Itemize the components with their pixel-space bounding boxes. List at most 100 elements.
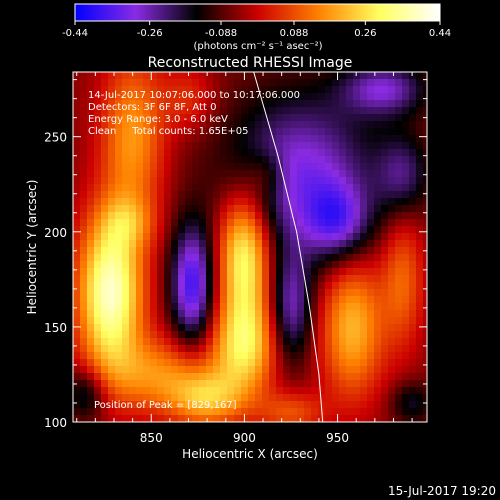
heatmap-cell bbox=[276, 107, 284, 115]
heatmap-cell bbox=[388, 86, 396, 94]
heatmap-cell bbox=[388, 100, 396, 108]
heatmap-cell bbox=[283, 163, 291, 171]
heatmap-cell bbox=[255, 408, 263, 416]
heatmap-cell bbox=[409, 338, 417, 346]
heatmap-cell bbox=[262, 240, 270, 248]
heatmap-cell bbox=[416, 338, 424, 346]
heatmap-cell bbox=[304, 345, 312, 353]
heatmap-cell bbox=[311, 415, 319, 422]
heatmap-cell bbox=[395, 135, 403, 143]
heatmap-cell bbox=[339, 359, 347, 367]
heatmap-cell bbox=[108, 345, 116, 353]
heatmap-cell bbox=[94, 198, 102, 206]
heatmap-cell bbox=[185, 135, 193, 143]
heatmap-cell bbox=[395, 408, 403, 416]
heatmap-cell bbox=[115, 254, 123, 262]
heatmap-cell bbox=[178, 212, 186, 220]
heatmap-cell bbox=[213, 205, 221, 213]
heatmap-cell bbox=[395, 114, 403, 122]
heatmap-cell bbox=[395, 128, 403, 136]
heatmap-cell bbox=[87, 324, 95, 332]
heatmap bbox=[73, 72, 427, 422]
heatmap-cell bbox=[213, 317, 221, 325]
heatmap-cell bbox=[108, 338, 116, 346]
heatmap-cell bbox=[80, 79, 88, 87]
heatmap-cell bbox=[213, 240, 221, 248]
heatmap-cell bbox=[178, 359, 186, 367]
heatmap-cell bbox=[241, 247, 249, 255]
heatmap-cell bbox=[94, 191, 102, 199]
heatmap-cell bbox=[220, 254, 228, 262]
heatmap-cell bbox=[423, 156, 427, 164]
heatmap-cell bbox=[185, 338, 193, 346]
heatmap-cell bbox=[297, 303, 305, 311]
heatmap-cell bbox=[185, 352, 193, 360]
heatmap-cell bbox=[325, 233, 333, 241]
heatmap-cell bbox=[255, 93, 263, 101]
heatmap-cell bbox=[423, 135, 427, 143]
heatmap-cell bbox=[101, 415, 109, 422]
heatmap-cell bbox=[234, 345, 242, 353]
heatmap-cell bbox=[108, 149, 116, 157]
heatmap-cell bbox=[332, 198, 340, 206]
heatmap-cell bbox=[304, 359, 312, 367]
heatmap-cell bbox=[227, 317, 235, 325]
heatmap-cell bbox=[143, 156, 151, 164]
heatmap-cell bbox=[388, 226, 396, 234]
heatmap-cell bbox=[206, 156, 214, 164]
heatmap-cell bbox=[290, 317, 298, 325]
heatmap-cell bbox=[276, 268, 284, 276]
heatmap-cell bbox=[381, 303, 389, 311]
heatmap-cell bbox=[325, 345, 333, 353]
heatmap-cell bbox=[136, 366, 144, 374]
heatmap-cell bbox=[262, 149, 270, 157]
heatmap-cell bbox=[108, 261, 116, 269]
heatmap-cell bbox=[94, 415, 102, 422]
heatmap-cell bbox=[80, 156, 88, 164]
heatmap-cell bbox=[143, 387, 151, 395]
heatmap-cell bbox=[115, 114, 123, 122]
heatmap-cell bbox=[122, 359, 130, 367]
heatmap-cell bbox=[304, 142, 312, 150]
heatmap-cell bbox=[353, 233, 361, 241]
heatmap-cell bbox=[325, 114, 333, 122]
heatmap-cell bbox=[283, 247, 291, 255]
heatmap-cell bbox=[136, 408, 144, 416]
heatmap-cell bbox=[269, 373, 277, 381]
heatmap-cell bbox=[94, 86, 102, 94]
heatmap-cell bbox=[136, 86, 144, 94]
heatmap-cell bbox=[325, 163, 333, 171]
heatmap-cell bbox=[283, 345, 291, 353]
heatmap-cell bbox=[339, 261, 347, 269]
heatmap-cell bbox=[297, 107, 305, 115]
heatmap-cell bbox=[360, 394, 368, 402]
heatmap-cell bbox=[157, 296, 165, 304]
heatmap-cell bbox=[290, 387, 298, 395]
heatmap-cell bbox=[157, 366, 165, 374]
heatmap-cell bbox=[108, 205, 116, 213]
heatmap-cell bbox=[360, 156, 368, 164]
heatmap-cell bbox=[353, 268, 361, 276]
heatmap-cell bbox=[241, 128, 249, 136]
heatmap-cell bbox=[122, 317, 130, 325]
heatmap-cell bbox=[129, 303, 137, 311]
heatmap-cell bbox=[206, 107, 214, 115]
heatmap-cell bbox=[367, 275, 375, 283]
heatmap-cell bbox=[388, 324, 396, 332]
heatmap-cell bbox=[360, 359, 368, 367]
heatmap-cell bbox=[206, 240, 214, 248]
heatmap-cell bbox=[192, 107, 200, 115]
heatmap-cell bbox=[353, 170, 361, 178]
heatmap-cell bbox=[374, 261, 382, 269]
heatmap-cell bbox=[220, 261, 228, 269]
heatmap-cell bbox=[101, 247, 109, 255]
heatmap-cell bbox=[255, 268, 263, 276]
heatmap-cell bbox=[73, 170, 81, 178]
heatmap-cell bbox=[199, 275, 207, 283]
heatmap-cell bbox=[409, 345, 417, 353]
heatmap-cell bbox=[164, 387, 172, 395]
heatmap-cell bbox=[332, 317, 340, 325]
heatmap-cell bbox=[388, 359, 396, 367]
heatmap-cell bbox=[171, 345, 179, 353]
heatmap-cell bbox=[73, 184, 81, 192]
